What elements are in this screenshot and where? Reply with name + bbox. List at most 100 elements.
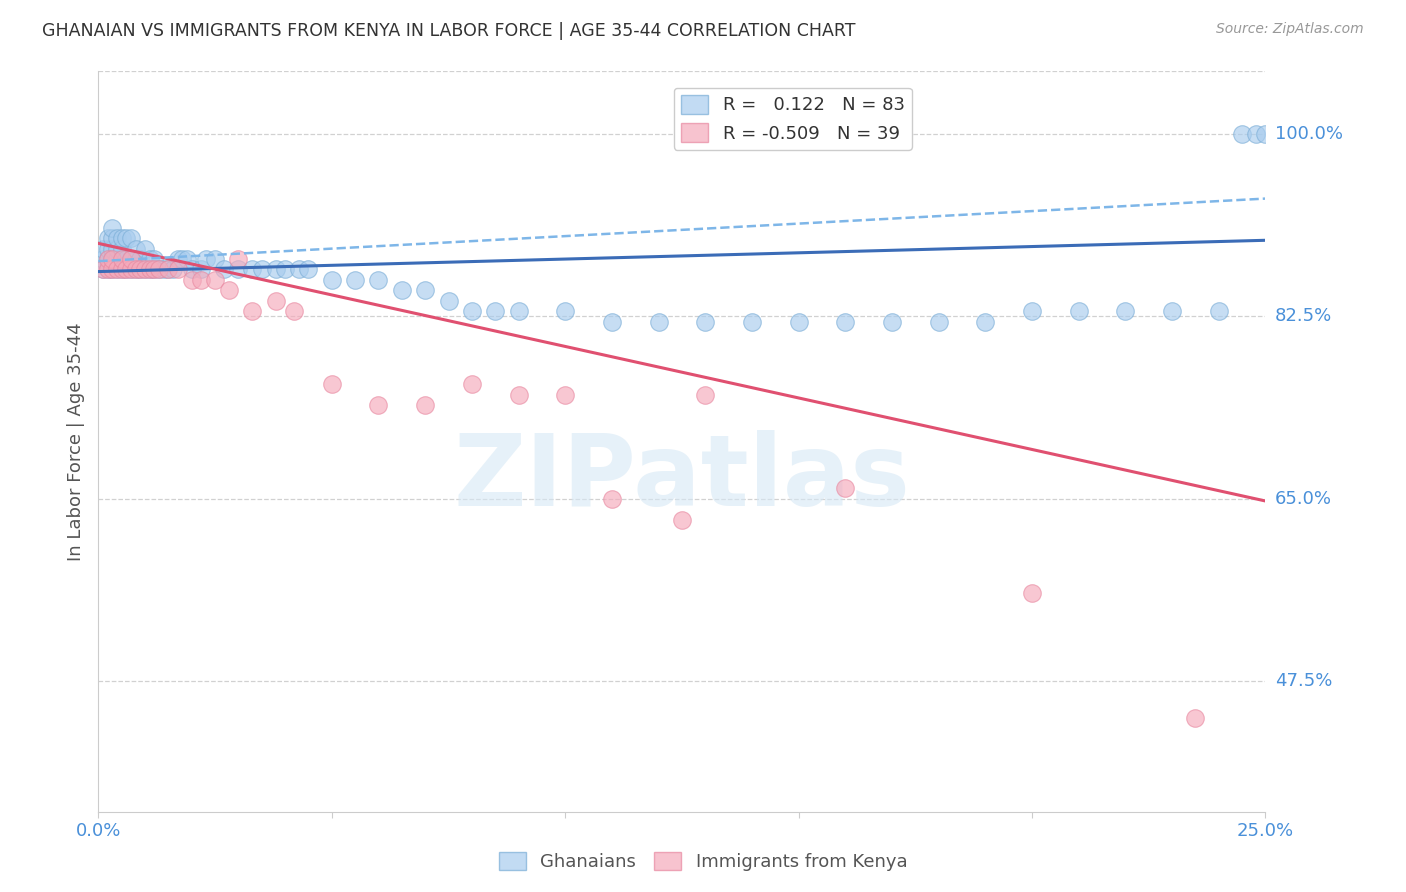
Point [344,273,367,287]
Point [228,262,250,277]
Point [172,252,194,266]
Point [461,304,484,318]
Point [367,273,389,287]
Text: 65.0%: 65.0% [1275,490,1331,508]
Point [143,252,166,266]
Point [111,262,134,277]
Point [120,262,142,277]
Point [120,231,142,245]
Point [101,252,124,266]
Point [143,262,166,277]
Point [1021,586,1043,600]
Point [166,252,188,266]
Point [508,304,530,318]
Legend: Ghanaians, Immigrants from Kenya: Ghanaians, Immigrants from Kenya [492,845,914,879]
Point [1208,304,1230,318]
Point [115,252,138,266]
Point [671,513,693,527]
Point [321,377,343,392]
Point [101,220,124,235]
Point [190,262,212,277]
Y-axis label: In Labor Force | Age 35-44: In Labor Force | Age 35-44 [66,322,84,561]
Legend: R =   0.122   N = 83, R = -0.509   N = 39: R = 0.122 N = 83, R = -0.509 N = 39 [673,87,911,150]
Point [97,252,120,266]
Point [1114,304,1136,318]
Point [1184,711,1206,725]
Point [288,262,311,277]
Point [250,262,273,277]
Point [834,482,856,496]
Point [148,262,170,277]
Point [157,262,180,277]
Text: Source: ZipAtlas.com: Source: ZipAtlas.com [1216,22,1364,37]
Point [880,315,903,329]
Point [204,252,226,266]
Point [139,262,162,277]
Point [134,242,156,256]
Point [1254,127,1277,141]
Point [162,262,184,277]
Point [321,273,343,287]
Point [413,398,436,412]
Point [741,315,763,329]
Point [928,315,950,329]
Point [134,262,156,277]
Point [413,283,436,297]
Point [120,252,142,266]
Point [264,293,287,308]
Point [484,304,506,318]
Point [180,262,202,277]
Point [214,262,236,277]
Point [97,242,120,256]
Point [115,231,138,245]
Point [115,262,138,277]
Point [176,252,198,266]
Point [1244,127,1267,141]
Point [129,262,152,277]
Point [264,262,287,277]
Point [242,262,264,277]
Point [554,387,576,401]
Point [274,262,297,277]
Point [111,231,134,245]
Point [218,283,240,297]
Point [242,304,264,318]
Text: 47.5%: 47.5% [1275,673,1333,690]
Point [111,242,134,256]
Point [97,231,120,245]
Point [97,262,120,277]
Point [105,242,128,256]
Point [139,262,162,277]
Point [437,293,460,308]
Text: GHANAIAN VS IMMIGRANTS FROM KENYA IN LABOR FORCE | AGE 35-44 CORRELATION CHART: GHANAIAN VS IMMIGRANTS FROM KENYA IN LAB… [42,22,856,40]
Point [97,252,120,266]
Point [834,315,856,329]
Point [166,262,188,277]
Point [101,252,124,266]
Point [157,262,180,277]
Point [554,304,576,318]
Point [111,252,134,266]
Point [787,315,810,329]
Point [129,262,152,277]
Point [647,315,669,329]
Point [91,262,114,277]
Point [125,242,148,256]
Text: 100.0%: 100.0% [1275,125,1343,143]
Point [1021,304,1043,318]
Point [125,252,148,266]
Point [367,398,389,412]
Point [115,262,138,277]
Point [101,242,124,256]
Point [600,491,623,506]
Point [204,273,226,287]
Point [1230,127,1253,141]
Point [190,273,212,287]
Point [105,262,128,277]
Text: ZIPatlas: ZIPatlas [454,430,910,527]
Point [508,387,530,401]
Point [148,262,170,277]
Point [120,252,142,266]
Point [105,262,128,277]
Text: 82.5%: 82.5% [1275,308,1333,326]
